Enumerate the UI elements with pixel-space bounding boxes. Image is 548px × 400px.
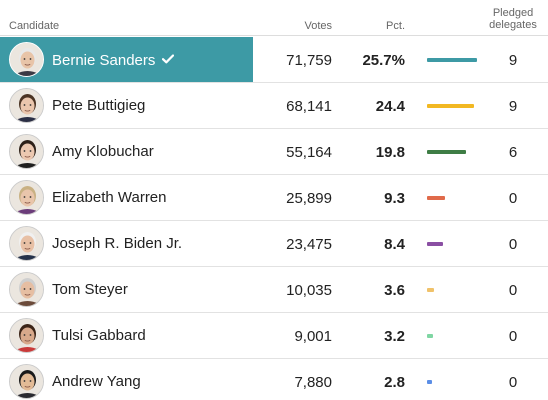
candidate-name-text: Tom Steyer bbox=[52, 281, 128, 298]
delegates-value: 9 bbox=[508, 52, 518, 69]
candidate-name: Joseph R. Biden Jr. bbox=[52, 235, 182, 252]
pct-bar bbox=[427, 242, 443, 246]
pct-value: 9.3 bbox=[384, 190, 405, 207]
candidate-cell: Bernie Sanders bbox=[0, 37, 253, 82]
candidate-row: Bernie Sanders 71,759 25.7% 9 bbox=[0, 37, 548, 83]
candidate-name: Elizabeth Warren bbox=[52, 189, 167, 206]
delegates-value: 9 bbox=[508, 98, 518, 115]
candidate-cell: Amy Klobuchar bbox=[0, 129, 253, 174]
candidate-row: Amy Klobuchar 55,164 19.8 6 bbox=[0, 129, 548, 175]
delegates-value: 0 bbox=[508, 328, 518, 345]
delegates-value: 0 bbox=[508, 190, 518, 207]
pct-bar bbox=[427, 288, 434, 292]
candidate-name: Bernie Sanders bbox=[52, 51, 175, 69]
candidate-row: Andrew Yang 7,880 2.8 0 bbox=[0, 359, 548, 400]
avatar bbox=[9, 318, 44, 353]
pct-bar bbox=[427, 150, 466, 154]
pct-bar bbox=[427, 380, 432, 384]
pct-value: 25.7% bbox=[362, 52, 405, 69]
header-pct: Pct. bbox=[386, 20, 405, 32]
votes-value: 71,759 bbox=[286, 52, 332, 69]
candidate-cell: Pete Buttigieg bbox=[0, 83, 253, 128]
candidate-name-text: Joseph R. Biden Jr. bbox=[52, 235, 183, 252]
pct-bar bbox=[427, 58, 477, 62]
avatar bbox=[9, 364, 44, 399]
header-candidate: Candidate bbox=[9, 20, 60, 32]
avatar bbox=[9, 134, 44, 169]
avatar bbox=[9, 272, 44, 307]
candidate-name: Tom Steyer bbox=[52, 281, 128, 298]
header-votes: Votes bbox=[304, 20, 332, 32]
candidate-cell: Tom Steyer bbox=[0, 267, 253, 312]
candidate-name: Andrew Yang bbox=[52, 373, 141, 390]
candidate-cell: Andrew Yang bbox=[0, 359, 253, 400]
votes-value: 23,475 bbox=[286, 236, 332, 253]
votes-value: 68,141 bbox=[286, 98, 332, 115]
candidate-cell: Joseph R. Biden Jr. bbox=[0, 221, 253, 266]
delegates-value: 6 bbox=[508, 144, 518, 161]
checkmark-icon bbox=[162, 51, 175, 68]
votes-value: 55,164 bbox=[286, 144, 332, 161]
avatar bbox=[9, 226, 44, 261]
delegates-value: 0 bbox=[508, 236, 518, 253]
header-delegates-line1: Pledged bbox=[492, 7, 534, 19]
delegates-value: 0 bbox=[508, 282, 518, 299]
pct-value: 2.8 bbox=[384, 374, 405, 391]
candidate-name: Tulsi Gabbard bbox=[52, 327, 146, 344]
candidate-name-text: Tulsi Gabbard bbox=[52, 327, 146, 344]
header-pledged-delegates: Pledged delegates bbox=[484, 7, 542, 31]
candidate-name: Pete Buttigieg bbox=[52, 97, 145, 114]
pct-value: 24.4 bbox=[375, 98, 405, 115]
pct-bar bbox=[427, 334, 433, 338]
candidate-name-text: Amy Klobuchar bbox=[52, 143, 154, 160]
candidate-row: Pete Buttigieg 68,141 24.4 9 bbox=[0, 83, 548, 129]
votes-value: 9,001 bbox=[294, 328, 332, 345]
candidate-name-text: Pete Buttigieg bbox=[52, 97, 146, 114]
candidate-cell: Tulsi Gabbard bbox=[0, 313, 253, 358]
pct-bar bbox=[427, 196, 445, 200]
votes-value: 7,880 bbox=[294, 374, 332, 391]
avatar bbox=[9, 42, 44, 77]
table-header: Candidate Votes Pct. Pledged delegates bbox=[0, 0, 548, 36]
candidate-row: Tom Steyer 10,035 3.6 0 bbox=[0, 267, 548, 313]
delegates-value: 0 bbox=[508, 374, 518, 391]
votes-value: 10,035 bbox=[286, 282, 332, 299]
votes-value: 25,899 bbox=[286, 190, 332, 207]
header-delegates-line2: delegates bbox=[489, 19, 537, 31]
pct-value: 8.4 bbox=[384, 236, 405, 253]
candidate-row: Elizabeth Warren 25,899 9.3 0 bbox=[0, 175, 548, 221]
pct-value: 19.8 bbox=[375, 144, 405, 161]
candidate-name-text: Elizabeth Warren bbox=[52, 189, 167, 206]
pct-value: 3.6 bbox=[384, 282, 405, 299]
avatar bbox=[9, 180, 44, 215]
avatar bbox=[9, 88, 44, 123]
candidate-name-text: Andrew Yang bbox=[52, 373, 141, 390]
candidate-cell: Elizabeth Warren bbox=[0, 175, 253, 220]
candidate-row: Joseph R. Biden Jr. 23,475 8.4 0 bbox=[0, 221, 548, 267]
candidate-name-text: Bernie Sanders bbox=[52, 52, 156, 69]
candidate-name: Amy Klobuchar bbox=[52, 143, 154, 160]
pct-value: 3.2 bbox=[384, 328, 405, 345]
pct-bar bbox=[427, 104, 474, 108]
candidate-row: Tulsi Gabbard 9,001 3.2 0 bbox=[0, 313, 548, 359]
